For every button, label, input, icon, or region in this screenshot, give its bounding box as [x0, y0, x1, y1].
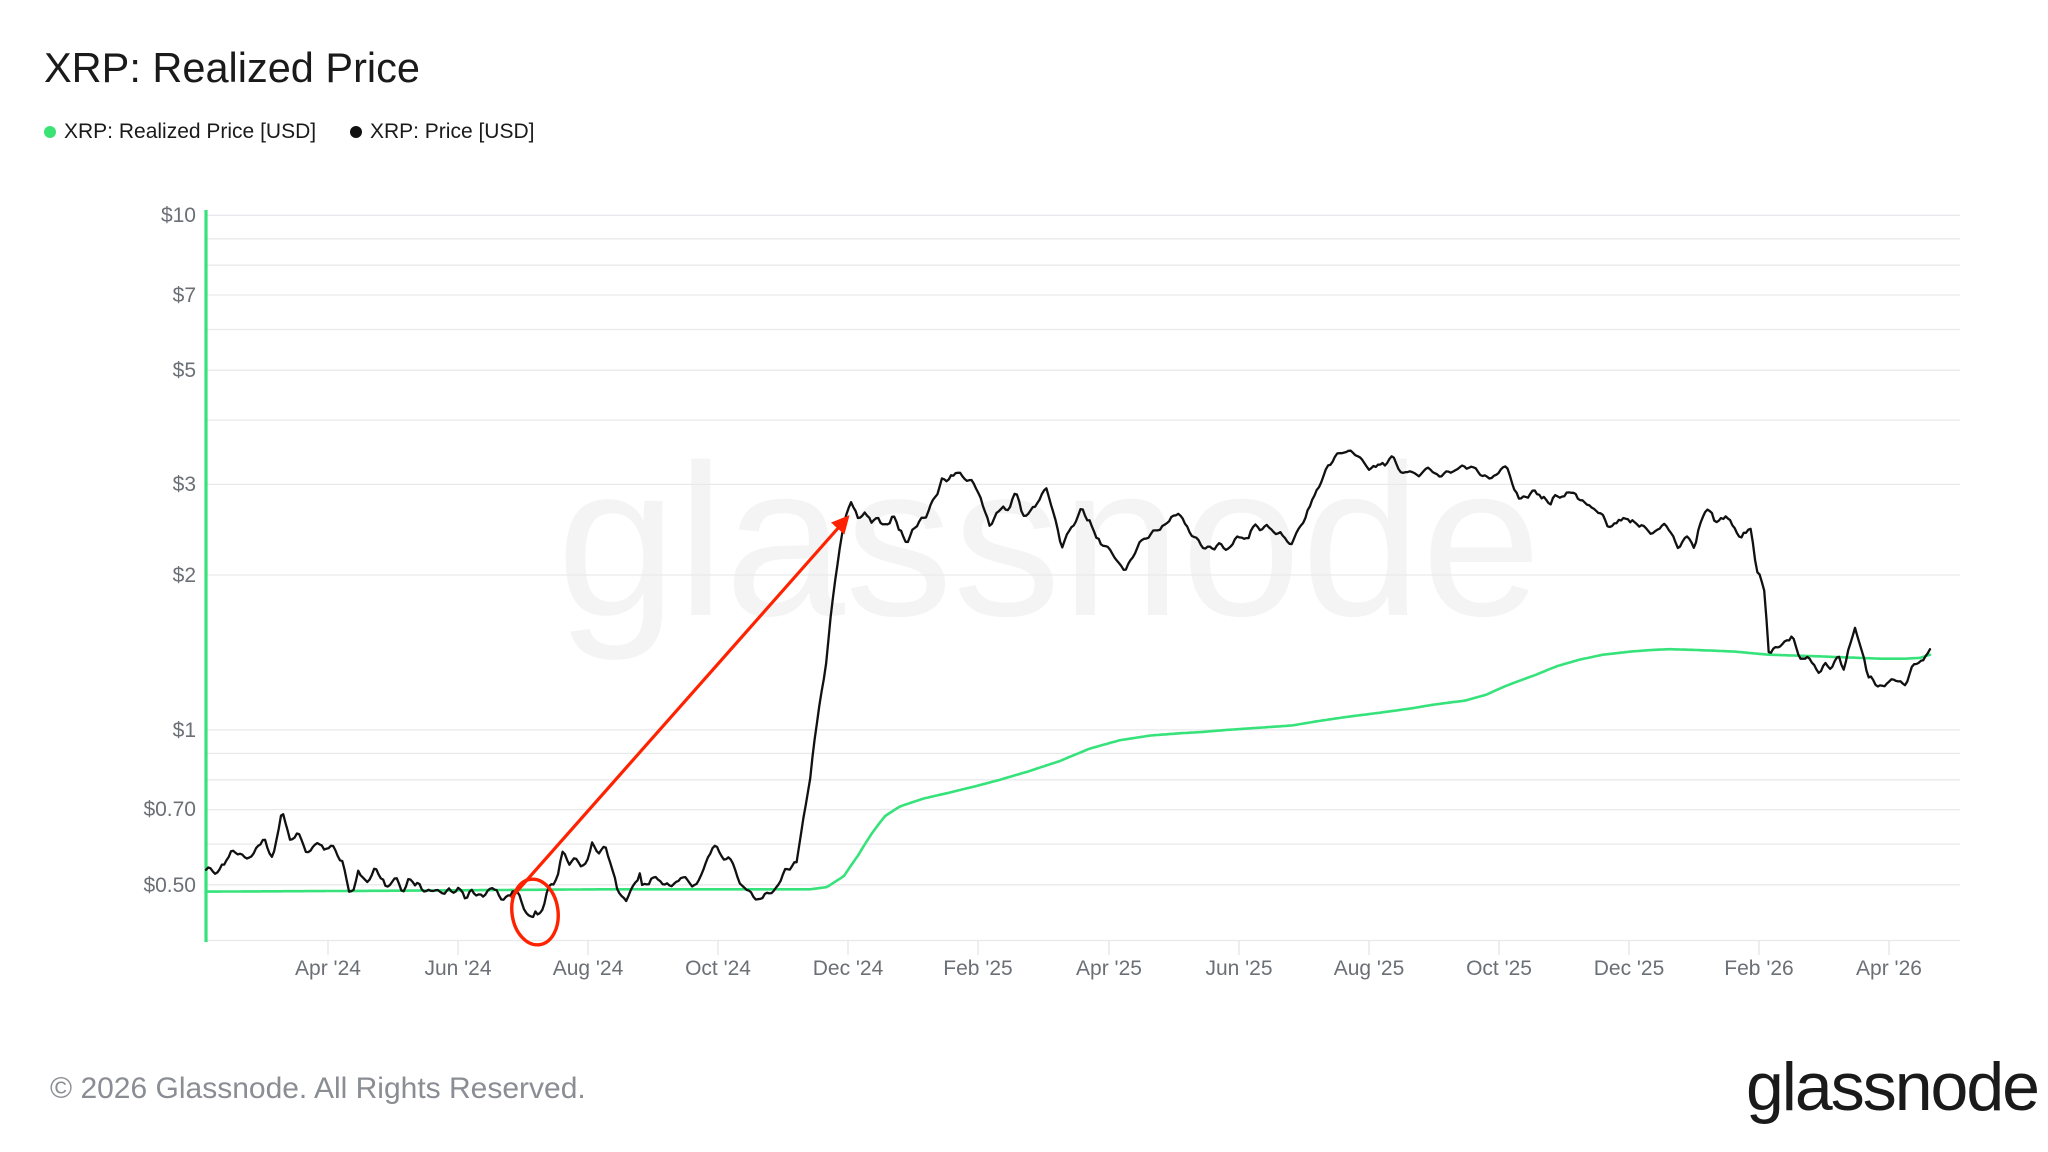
svg-text:$0.70: $0.70	[143, 798, 196, 821]
svg-text:Dec '25: Dec '25	[1594, 957, 1665, 980]
svg-text:Apr '24: Apr '24	[295, 957, 361, 980]
svg-text:Oct '24: Oct '24	[685, 957, 751, 980]
svg-text:$0.50: $0.50	[143, 874, 196, 897]
svg-text:$3: $3	[173, 473, 196, 496]
svg-text:Aug '24: Aug '24	[553, 957, 624, 980]
svg-text:Jun '24: Jun '24	[424, 957, 491, 980]
svg-text:Apr '26: Apr '26	[1856, 957, 1922, 980]
svg-text:Feb '26: Feb '26	[1724, 957, 1793, 980]
svg-text:glassnode: glassnode	[557, 419, 1542, 661]
svg-text:$1: $1	[173, 719, 196, 742]
svg-text:Jun '25: Jun '25	[1205, 957, 1272, 980]
svg-text:$10: $10	[161, 204, 196, 227]
svg-text:$5: $5	[173, 359, 196, 382]
svg-text:Feb '25: Feb '25	[943, 957, 1012, 980]
svg-text:Apr '25: Apr '25	[1076, 957, 1142, 980]
svg-text:Dec '24: Dec '24	[813, 957, 884, 980]
svg-text:$7: $7	[173, 284, 196, 307]
svg-text:$2: $2	[173, 564, 196, 587]
svg-text:Aug '25: Aug '25	[1334, 957, 1405, 980]
svg-text:Oct '25: Oct '25	[1466, 957, 1532, 980]
